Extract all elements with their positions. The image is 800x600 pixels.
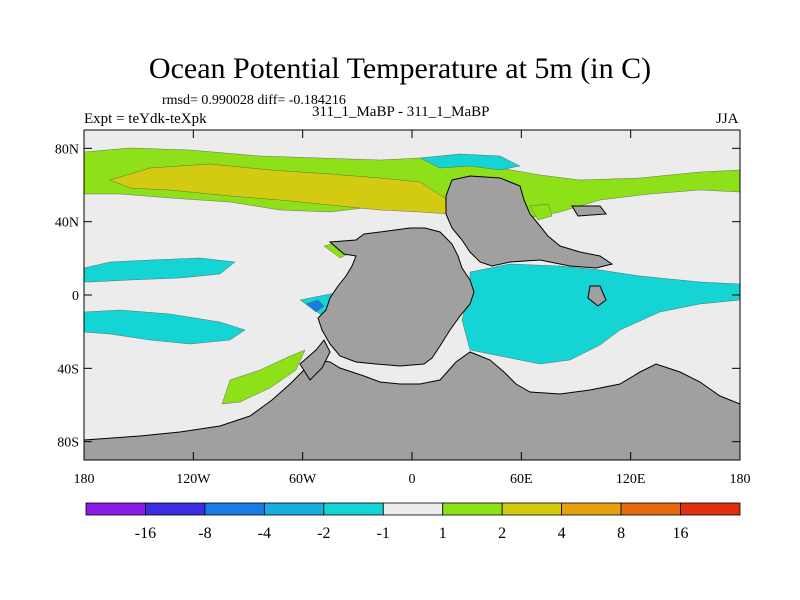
land-continent-east [445, 175, 614, 269]
cool-anomaly-west-pacific [84, 257, 236, 283]
colorbar-swatch [263, 502, 325, 516]
colorbar-label: 1 [439, 525, 447, 542]
colorbar-swatch [323, 502, 384, 516]
comparison-label: 311_1_MaBP - 311_1_MaBP [312, 104, 490, 120]
colorbar-swatch [382, 502, 444, 516]
y-tick-label: 0 [72, 289, 79, 304]
cool-anomaly-arctic [419, 153, 521, 171]
colorbar-swatch [561, 502, 622, 516]
chart-title: Ocean Potential Temperature at 5m (in C) [148, 52, 652, 85]
cool-anomaly-south-pacific [84, 309, 246, 345]
land-southern-continent [84, 351, 740, 460]
cool-anomaly-tethys [461, 263, 740, 365]
land-island-b [571, 205, 607, 217]
x-tick-label: 180 [74, 472, 95, 487]
warm-anomaly-east [529, 203, 553, 221]
x-tick-label: 60E [510, 472, 533, 487]
land-island-a [587, 285, 607, 307]
x-tick-label: 180 [730, 472, 751, 487]
y-tick-label: 80S [57, 436, 79, 451]
x-tick-label: 120W [176, 472, 211, 487]
colorbar-label: -4 [258, 525, 271, 542]
x-tick-label: 0 [409, 472, 416, 487]
colorbar-swatch [620, 502, 681, 516]
colorbar-label: 4 [558, 525, 566, 542]
land-peninsula-sw [299, 339, 331, 381]
colorbar-label: -8 [198, 525, 211, 542]
x-axis-ticks: 180 120W 60W 0 60E 120E 180 [74, 130, 751, 487]
x-tick-label: 120E [616, 472, 646, 487]
y-tick-label: 40S [57, 362, 79, 377]
y-axis-ticks: 80N 40N 0 40S 80S [55, 142, 740, 451]
y-tick-label: 40N [55, 216, 79, 231]
colorbar-swatch [501, 502, 563, 516]
stats-text: rmsd= 0.990028 diff= -0.184216 [162, 93, 346, 108]
colorbar-label: -1 [377, 525, 390, 542]
season-label: JJA [716, 111, 739, 127]
colorbar-swatch [442, 502, 503, 516]
x-tick-label: 60W [289, 472, 317, 487]
colorbar-label: -16 [135, 525, 156, 542]
cool-anomaly-blue-spot [305, 299, 325, 313]
colorbar-swatch [145, 502, 206, 516]
map-field [84, 130, 740, 460]
land-continent-west [317, 227, 475, 367]
colorbar: -16 -8 -4 -2 -1 1 2 4 8 16 [85, 502, 741, 542]
y-tick-label: 80N [55, 142, 79, 157]
colorbar-label: -2 [317, 525, 330, 542]
experiment-label: Expt = teYdk-teXpk [84, 111, 207, 127]
colorbar-swatch [85, 502, 146, 516]
colorbar-swatch [204, 502, 265, 516]
colorbar-swatch [680, 502, 741, 516]
colorbar-label: 8 [617, 525, 625, 542]
warm-anomaly-south-west [221, 349, 306, 405]
colorbar-label: 2 [498, 525, 506, 542]
colorbar-label: 16 [673, 525, 689, 542]
